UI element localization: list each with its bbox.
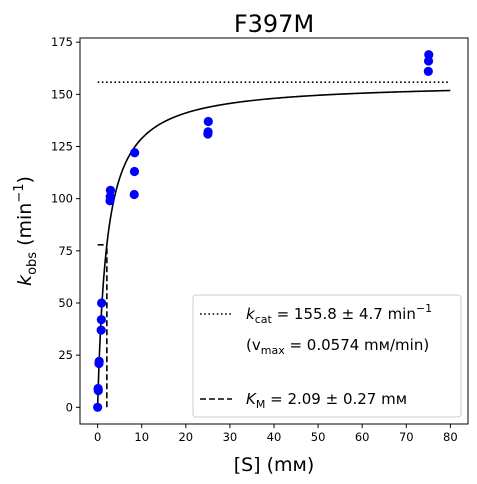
legend-kcat-label: kcat = 155.8 ± 4.7 min−1 [246, 302, 432, 326]
data-point [93, 402, 103, 412]
y-axis-label: kobs (min−1) [12, 176, 40, 286]
x-tick-label: 0 [94, 430, 101, 444]
data-point [203, 127, 213, 137]
x-tick-label: 10 [134, 430, 149, 444]
legend-vmax-label: (vmax = 0.0574 mм/min) [246, 336, 429, 357]
y-tick-label: 50 [58, 296, 73, 310]
x-tick-label: 30 [223, 430, 238, 444]
y-tick-label: 100 [51, 192, 73, 206]
x-tick-label: 40 [267, 430, 282, 444]
data-points [93, 50, 434, 412]
y-tick-label: 25 [58, 348, 73, 362]
data-point [423, 66, 433, 76]
data-point [129, 166, 140, 177]
data-point [97, 298, 107, 308]
legend: kcat = 155.8 ± 4.7 min−1 (vmax = 0.0574 … [192, 294, 462, 418]
data-point [96, 325, 106, 335]
x-axis-label: [S] (mм) [234, 454, 315, 476]
data-point [105, 185, 116, 195]
legend-box [192, 294, 462, 418]
x-tick-label: 50 [311, 430, 326, 444]
y-tick-label: 125 [51, 139, 73, 153]
x-tick-label: 70 [399, 430, 414, 444]
x-tick-label: 20 [178, 430, 193, 444]
data-point [93, 386, 103, 396]
x-ticks: 0 10 20 30 40 50 60 70 80 [94, 424, 458, 444]
y-tick-label: 0 [66, 400, 73, 414]
y-ticks: 0 25 50 75 100 125 150 175 [51, 35, 80, 414]
fit-curve [96, 89, 451, 408]
chart-title: F397M [234, 10, 314, 38]
y-tick-label: 175 [51, 35, 73, 49]
data-point [96, 315, 106, 325]
data-point [203, 116, 213, 127]
km-line-layer [97, 243, 108, 408]
data-point [424, 50, 434, 60]
legend-km-label: KM = 2.09 ± 0.27 mм [246, 390, 407, 411]
x-tick-label: 60 [355, 430, 370, 444]
x-tick-label: 80 [443, 430, 458, 444]
fit-curve-layer [96, 89, 451, 408]
data-point [129, 189, 139, 200]
y-tick-label: 150 [51, 87, 73, 101]
data-point [130, 148, 140, 158]
y-tick-label: 75 [58, 244, 73, 258]
data-point [94, 356, 104, 367]
